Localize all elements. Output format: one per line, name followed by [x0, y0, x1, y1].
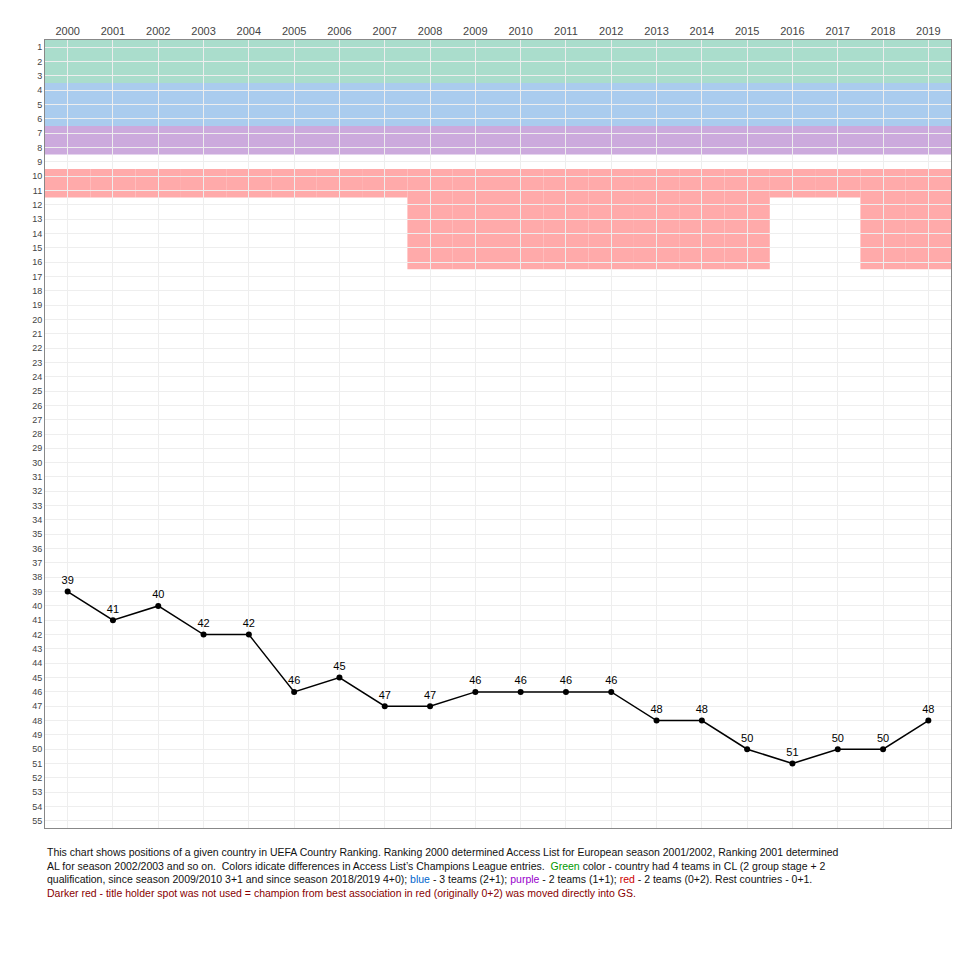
- svg-text:This chart shows positions of: This chart shows positions of a given co…: [47, 846, 839, 899]
- svg-text:23: 23: [32, 358, 42, 368]
- svg-text:2014: 2014: [690, 25, 714, 37]
- svg-text:40: 40: [152, 588, 164, 600]
- svg-text:47: 47: [424, 689, 436, 701]
- svg-text:50: 50: [32, 744, 42, 754]
- svg-text:2: 2: [37, 57, 42, 67]
- svg-text:50: 50: [877, 732, 889, 744]
- svg-text:45: 45: [333, 660, 345, 672]
- svg-text:2017: 2017: [826, 25, 850, 37]
- svg-text:2012: 2012: [599, 25, 623, 37]
- svg-text:8: 8: [37, 143, 42, 153]
- svg-text:2019: 2019: [916, 25, 940, 37]
- svg-text:29: 29: [32, 443, 42, 453]
- svg-text:24: 24: [32, 372, 42, 382]
- svg-text:2015: 2015: [735, 25, 759, 37]
- svg-text:51: 51: [32, 759, 42, 769]
- svg-text:46: 46: [560, 674, 572, 686]
- svg-text:54: 54: [32, 802, 42, 812]
- svg-text:30: 30: [32, 458, 42, 468]
- svg-text:3: 3: [37, 71, 42, 81]
- svg-text:28: 28: [32, 429, 42, 439]
- svg-text:48: 48: [32, 716, 42, 726]
- svg-text:17: 17: [32, 272, 42, 282]
- svg-text:42: 42: [32, 630, 42, 640]
- svg-text:39: 39: [62, 574, 74, 586]
- svg-text:22: 22: [32, 343, 42, 353]
- svg-text:42: 42: [197, 617, 209, 629]
- svg-text:7: 7: [37, 128, 42, 138]
- svg-text:15: 15: [32, 243, 42, 253]
- svg-text:40: 40: [32, 601, 42, 611]
- svg-text:37: 37: [32, 558, 42, 568]
- svg-text:48: 48: [650, 703, 662, 715]
- svg-text:11: 11: [33, 186, 42, 196]
- svg-text:2008: 2008: [418, 25, 442, 37]
- svg-text:44: 44: [32, 658, 42, 668]
- svg-text:35: 35: [32, 529, 42, 539]
- svg-text:27: 27: [32, 415, 42, 425]
- svg-text:2011: 2011: [554, 25, 578, 37]
- svg-text:47: 47: [32, 701, 42, 711]
- svg-text:2010: 2010: [508, 25, 532, 37]
- svg-text:46: 46: [288, 674, 300, 686]
- svg-text:39: 39: [32, 587, 42, 597]
- svg-text:2000: 2000: [55, 25, 79, 37]
- svg-text:4: 4: [37, 85, 42, 95]
- svg-text:51: 51: [786, 746, 798, 758]
- svg-text:16: 16: [32, 257, 42, 267]
- svg-text:18: 18: [32, 286, 42, 296]
- svg-text:2013: 2013: [644, 25, 668, 37]
- svg-text:41: 41: [107, 603, 119, 615]
- svg-text:46: 46: [515, 674, 527, 686]
- svg-text:2009: 2009: [463, 25, 487, 37]
- svg-text:48: 48: [696, 703, 708, 715]
- svg-text:2018: 2018: [871, 25, 895, 37]
- svg-text:33: 33: [32, 501, 42, 511]
- svg-text:12: 12: [32, 200, 42, 210]
- svg-text:2007: 2007: [373, 25, 397, 37]
- svg-text:31: 31: [32, 472, 42, 482]
- svg-text:14: 14: [32, 229, 42, 239]
- svg-text:46: 46: [469, 674, 481, 686]
- svg-text:41: 41: [32, 615, 42, 625]
- svg-text:26: 26: [32, 401, 42, 411]
- svg-text:52: 52: [32, 773, 42, 783]
- svg-text:32: 32: [32, 486, 42, 496]
- svg-text:20: 20: [32, 315, 42, 325]
- svg-text:46: 46: [32, 687, 42, 697]
- svg-text:6: 6: [37, 114, 42, 124]
- svg-text:25: 25: [32, 386, 42, 396]
- svg-text:2002: 2002: [146, 25, 170, 37]
- svg-text:2005: 2005: [282, 25, 306, 37]
- svg-text:2016: 2016: [780, 25, 804, 37]
- svg-text:38: 38: [32, 572, 42, 582]
- svg-text:13: 13: [32, 214, 42, 224]
- svg-text:42: 42: [243, 617, 255, 629]
- svg-text:21: 21: [32, 329, 42, 339]
- svg-text:5: 5: [37, 100, 42, 110]
- svg-text:2001: 2001: [101, 25, 125, 37]
- svg-text:19: 19: [32, 300, 42, 310]
- svg-text:10: 10: [32, 171, 42, 181]
- svg-text:48: 48: [922, 703, 934, 715]
- svg-text:55: 55: [32, 816, 42, 826]
- svg-text:34: 34: [32, 515, 42, 525]
- svg-text:47: 47: [379, 689, 391, 701]
- svg-text:46: 46: [605, 674, 617, 686]
- svg-text:2006: 2006: [327, 25, 351, 37]
- svg-text:9: 9: [37, 157, 42, 167]
- svg-text:50: 50: [832, 732, 844, 744]
- svg-text:50: 50: [741, 732, 753, 744]
- svg-text:45: 45: [32, 673, 42, 683]
- svg-text:2003: 2003: [191, 25, 215, 37]
- svg-text:49: 49: [32, 730, 42, 740]
- svg-text:53: 53: [32, 787, 42, 797]
- svg-text:43: 43: [32, 644, 42, 654]
- svg-text:2004: 2004: [237, 25, 261, 37]
- svg-text:1: 1: [37, 42, 42, 52]
- svg-text:36: 36: [32, 544, 42, 554]
